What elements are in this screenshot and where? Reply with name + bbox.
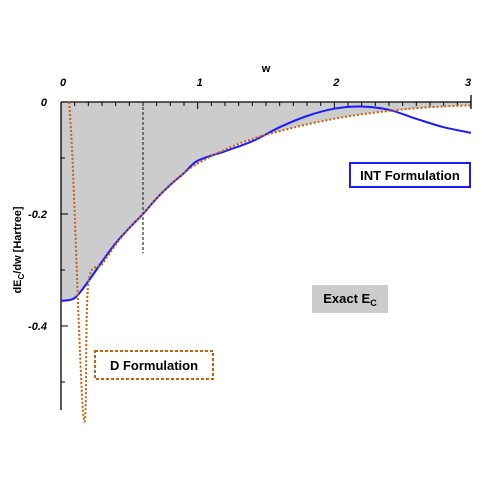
legend-int: INT Formulation xyxy=(349,162,471,188)
x-tick-label: 0 xyxy=(60,77,67,89)
d-formulation-line xyxy=(68,101,472,423)
d-legend-box xyxy=(94,350,214,380)
int-legend-box xyxy=(349,162,471,188)
exact-ec-area xyxy=(61,102,471,301)
y-axis-title-main: dE xyxy=(12,279,24,293)
y-axis-title: dEC/dw [Hartree] xyxy=(12,206,26,293)
exact-legend-label: Exact EC xyxy=(323,291,377,308)
series-lines xyxy=(60,101,472,423)
x-tick-label: 3 xyxy=(465,77,471,89)
legend-d: D Formulation xyxy=(94,350,214,380)
y-tick-label: 0 xyxy=(41,97,48,109)
legend-exact: Exact EC xyxy=(312,285,388,313)
y-axis-title-rest: /dw [Hartree] xyxy=(12,206,24,274)
exact-legend-main: Exact E xyxy=(323,291,370,306)
x-tick-label: 1 xyxy=(197,77,203,89)
y-axis-title-sub: C xyxy=(17,273,26,279)
tick-labels: 0 1 2 3 0 -0.2 -0.4 xyxy=(28,77,471,333)
int-formulation-line xyxy=(60,105,472,302)
axes xyxy=(60,95,472,410)
d-legend-label: D Formulation xyxy=(110,358,198,373)
exact-legend-box xyxy=(312,285,388,313)
x-tick-label: 2 xyxy=(332,77,339,89)
exact-ec-fill xyxy=(61,102,471,301)
x-axis-title: w xyxy=(261,63,271,75)
int-legend-label: INT Formulation xyxy=(360,168,460,183)
y-tick-label: -0.2 xyxy=(28,209,47,221)
exact-legend-sub: C xyxy=(370,298,377,308)
y-tick-label: -0.4 xyxy=(28,321,47,333)
